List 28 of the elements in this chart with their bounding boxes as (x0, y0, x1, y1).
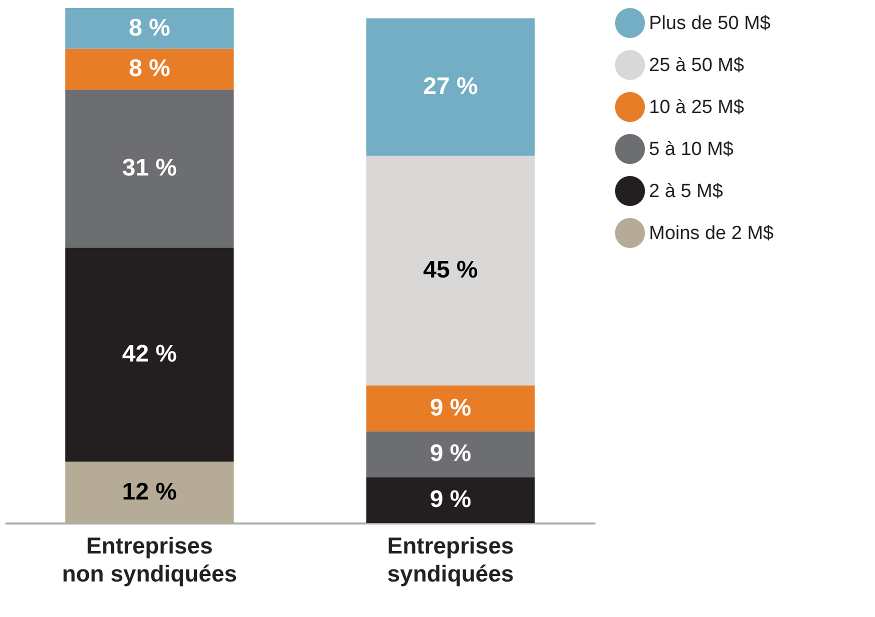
data-label: 12 % (122, 478, 177, 506)
legend-label: 25 à 50 M$ (649, 55, 744, 76)
bar (366, 385, 535, 432)
legend-label: 10 à 25 M$ (649, 97, 744, 118)
bar (366, 156, 535, 386)
data-label: 9 % (430, 486, 472, 514)
legend-label: Moins de 2 M$ (649, 223, 774, 244)
data-label: 31 % (122, 154, 177, 182)
bar (366, 18, 535, 156)
bar (65, 8, 234, 49)
data-label: 27 % (423, 73, 478, 100)
legend-label: 2 à 5 M$ (649, 181, 724, 202)
x-tick-label: Entreprises non syndiquées (62, 532, 238, 586)
data-label: 8 % (128, 14, 170, 42)
data-label: 8 % (128, 55, 170, 82)
legend-label: 5 à 10 M$ (649, 139, 734, 160)
data-label: 45 % (423, 256, 478, 284)
bar (65, 90, 234, 248)
bar (65, 48, 234, 90)
bar (65, 462, 234, 523)
data-label: 9 % (430, 394, 472, 422)
data-label: 42 % (122, 340, 177, 368)
x-tick-label: Entreprises syndiquées (387, 532, 514, 586)
bar (65, 248, 234, 462)
legend-label: Plus de 50 M$ (649, 13, 771, 34)
data-label: 9 % (430, 440, 472, 468)
bar (366, 431, 535, 478)
bar (366, 477, 535, 523)
